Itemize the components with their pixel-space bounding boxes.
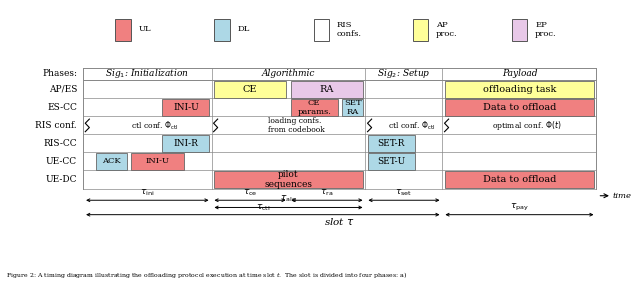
Text: UL: UL bbox=[138, 25, 151, 33]
Text: UE-DC: UE-DC bbox=[45, 175, 77, 184]
FancyBboxPatch shape bbox=[445, 99, 595, 116]
FancyBboxPatch shape bbox=[367, 153, 415, 170]
Text: UE-CC: UE-CC bbox=[46, 157, 77, 166]
FancyBboxPatch shape bbox=[367, 135, 415, 152]
FancyBboxPatch shape bbox=[214, 81, 287, 98]
Text: $\tau_{\mathrm{ini}}$: $\tau_{\mathrm{ini}}$ bbox=[140, 188, 154, 198]
FancyBboxPatch shape bbox=[162, 135, 209, 152]
Text: Algorithmic: Algorithmic bbox=[262, 70, 315, 78]
FancyBboxPatch shape bbox=[214, 171, 364, 188]
Text: AP/ES: AP/ES bbox=[49, 85, 77, 94]
Text: ctl conf. $\Phi_{\mathrm{ctl}}$: ctl conf. $\Phi_{\mathrm{ctl}}$ bbox=[388, 119, 436, 132]
FancyBboxPatch shape bbox=[413, 19, 428, 41]
Text: RIS conf.: RIS conf. bbox=[35, 121, 77, 130]
Text: $\tau_{\mathrm{ctl}}$: $\tau_{\mathrm{ctl}}$ bbox=[255, 202, 270, 213]
FancyBboxPatch shape bbox=[291, 99, 338, 116]
Text: ctl conf. $\Phi_{\mathrm{ctl}}$: ctl conf. $\Phi_{\mathrm{ctl}}$ bbox=[131, 119, 179, 132]
FancyBboxPatch shape bbox=[445, 81, 595, 98]
Text: SET
RA: SET RA bbox=[344, 99, 362, 116]
Text: AP
proc.: AP proc. bbox=[436, 21, 458, 38]
Text: offloading task: offloading task bbox=[483, 85, 556, 94]
Text: ACK: ACK bbox=[102, 157, 121, 166]
FancyBboxPatch shape bbox=[342, 99, 364, 116]
Text: Figure 2: A timing diagram illustrating the offloading protocol execution at tim: Figure 2: A timing diagram illustrating … bbox=[6, 270, 408, 280]
FancyBboxPatch shape bbox=[162, 99, 209, 116]
Text: Sig$_1$: Initialization: Sig$_1$: Initialization bbox=[106, 67, 189, 80]
Text: SET-U: SET-U bbox=[377, 157, 405, 166]
Text: Data to offload: Data to offload bbox=[483, 103, 556, 112]
Text: slot $\tau$: slot $\tau$ bbox=[324, 216, 355, 228]
FancyBboxPatch shape bbox=[214, 19, 230, 41]
Text: Payload: Payload bbox=[502, 70, 537, 78]
FancyBboxPatch shape bbox=[314, 19, 329, 41]
Text: CE: CE bbox=[243, 85, 257, 94]
Text: Phases:: Phases: bbox=[42, 70, 77, 78]
Text: loading confs.
from codebook: loading confs. from codebook bbox=[268, 117, 324, 134]
Text: ES-CC: ES-CC bbox=[47, 103, 77, 112]
FancyBboxPatch shape bbox=[115, 19, 131, 41]
Text: DL: DL bbox=[237, 25, 250, 33]
Text: time: time bbox=[613, 192, 632, 200]
Text: CE
params.: CE params. bbox=[297, 99, 331, 116]
Text: INI-R: INI-R bbox=[173, 139, 198, 148]
FancyBboxPatch shape bbox=[445, 171, 595, 188]
Text: RA: RA bbox=[320, 85, 334, 94]
Text: EP
proc.: EP proc. bbox=[535, 21, 557, 38]
Text: SET-R: SET-R bbox=[378, 139, 405, 148]
Text: pilot
sequences: pilot sequences bbox=[264, 170, 312, 189]
Text: $\tau_{\mathrm{ra}}$: $\tau_{\mathrm{ra}}$ bbox=[321, 188, 333, 198]
Text: $\tau_{\mathrm{alg}}$: $\tau_{\mathrm{alg}}$ bbox=[280, 194, 297, 205]
Text: $\tau_{\mathrm{pay}}$: $\tau_{\mathrm{pay}}$ bbox=[510, 201, 529, 213]
Text: RIS
confs.: RIS confs. bbox=[337, 21, 362, 38]
Text: Sig$_2$: Setup: Sig$_2$: Setup bbox=[377, 67, 431, 80]
Text: RIS-CC: RIS-CC bbox=[44, 139, 77, 148]
FancyBboxPatch shape bbox=[131, 153, 184, 170]
FancyBboxPatch shape bbox=[291, 81, 364, 98]
FancyBboxPatch shape bbox=[512, 19, 527, 41]
Text: Data to offload: Data to offload bbox=[483, 175, 556, 184]
Text: INI-U: INI-U bbox=[173, 103, 199, 112]
FancyBboxPatch shape bbox=[95, 153, 127, 170]
Text: $\tau_{\mathrm{ce}}$: $\tau_{\mathrm{ce}}$ bbox=[243, 188, 257, 198]
Text: optimal conf. $\Phi(t)$: optimal conf. $\Phi(t)$ bbox=[492, 119, 562, 132]
Text: $\tau_{\mathrm{set}}$: $\tau_{\mathrm{set}}$ bbox=[396, 188, 412, 198]
Text: INI-U: INI-U bbox=[146, 157, 170, 166]
